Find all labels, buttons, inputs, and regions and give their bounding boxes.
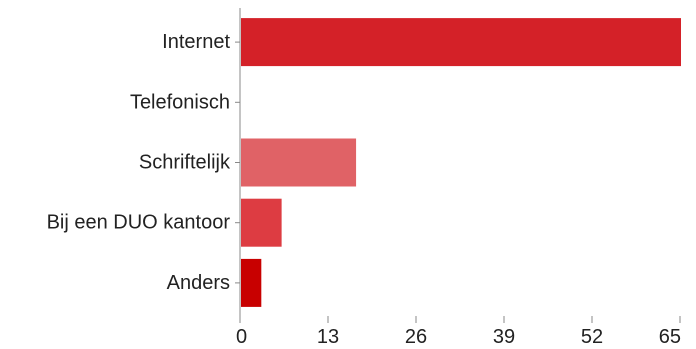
category-label-telefonisch: Telefonisch: [130, 91, 230, 113]
category-label-anders: Anders: [167, 272, 230, 294]
x-tick-label: 39: [493, 326, 515, 348]
bar-anders: [241, 258, 262, 307]
bar-internet: [241, 18, 681, 67]
x-tick-label: 13: [317, 326, 339, 348]
x-tick-label: 65: [659, 326, 681, 348]
x-tick-label: 26: [405, 326, 427, 348]
category-label-internet: Internet: [162, 31, 230, 53]
category-label-bij-een-duo-kantoor: Bij een DUO kantoor: [47, 212, 231, 234]
axes-layer: [235, 8, 681, 323]
x-tick-label: 0: [236, 326, 247, 348]
category-label-schriftelijk: Schriftelijk: [139, 152, 231, 174]
labels-layer: Internet Telefonisch Schriftelijk Bij een D…: [47, 31, 681, 348]
bar-bij-een-duo-kantoor: [241, 198, 282, 247]
x-tick-label: 52: [581, 326, 603, 348]
bar-schriftelijk: [241, 138, 357, 187]
bars-layer: [241, 18, 681, 307]
